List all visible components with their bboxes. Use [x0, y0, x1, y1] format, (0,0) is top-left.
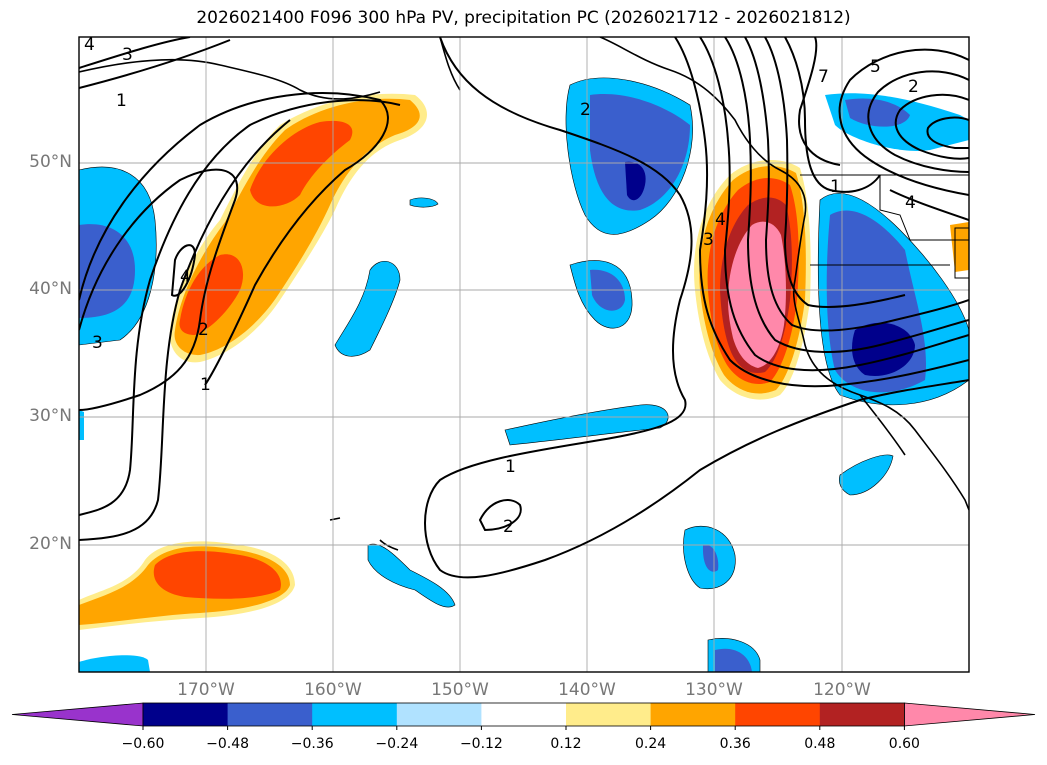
lon-label: 160°W [304, 680, 362, 700]
colorbar-tick-label: 0.60 [888, 736, 920, 752]
contour-label: 2 [908, 77, 919, 97]
contour-label: 7 [818, 67, 829, 87]
colorbar-tick-label: 0.12 [550, 736, 582, 752]
colorbar-segment [143, 703, 229, 726]
lon-label: 170°W [177, 680, 235, 700]
colorbar-tick-label: −0.48 [206, 736, 250, 752]
coastlines [79, 37, 969, 551]
graticule [79, 37, 969, 672]
contour-label: 4 [715, 210, 726, 230]
lon-label: 130°W [685, 680, 743, 700]
colorbar-segment [566, 703, 652, 726]
contour-label: 1 [830, 177, 841, 197]
contour-label: 1 [505, 457, 516, 477]
political-borders [800, 174, 969, 279]
lat-label: 20°N [29, 534, 72, 554]
colorbar-tick-label: 0.24 [635, 736, 667, 752]
positive-anomaly-regions [79, 93, 811, 630]
colorbar-tick-label: 0.48 [804, 736, 836, 752]
colorbar-extend-low [11, 702, 144, 727]
lat-label: 40°N [29, 279, 72, 299]
colorbar-segment [735, 703, 821, 726]
lon-label: 120°W [813, 680, 871, 700]
colorbar-tick-label: −0.12 [459, 736, 503, 752]
colorbar-tick-label: −0.24 [375, 736, 419, 752]
colorbar-segment [650, 703, 736, 726]
contour-label: 1 [116, 91, 127, 111]
colorbar-segment [312, 703, 398, 726]
pv-precipitation-map: 4 3 1 4 2 3 1 2 1 2 4 3 7 5 2 4 1 [78, 35, 970, 673]
lon-label: 150°W [431, 680, 489, 700]
contour-label: 4 [905, 193, 916, 213]
lat-label: 30°N [29, 406, 72, 426]
colorbar-extend-high [904, 702, 1036, 727]
contour-label: 3 [122, 45, 133, 65]
colorbar-tick-label: −0.60 [121, 736, 165, 752]
contour-label: 3 [703, 230, 714, 250]
colorbar-tick-label: 0.36 [719, 736, 751, 752]
pv-contours [79, 37, 969, 579]
lon-label: 140°W [558, 680, 616, 700]
map-title: 2026021400 F096 300 hPa PV, precipitatio… [196, 8, 851, 28]
contour-label: 2 [503, 517, 514, 537]
colorbar-tick-label: −0.36 [290, 736, 334, 752]
colorbar-segment [396, 703, 482, 726]
contour-labels: 4 3 1 4 2 3 1 2 1 2 4 3 7 5 2 4 1 [84, 35, 919, 537]
lat-label: 50°N [29, 152, 72, 172]
contour-label: 1 [200, 375, 211, 395]
contour-label: 4 [84, 35, 95, 55]
colorbar-segment [481, 703, 567, 726]
contour-label: 2 [198, 320, 209, 340]
negative-anomaly-regions [79, 77, 969, 672]
colorbar-segment [227, 703, 313, 726]
contour-label: 3 [92, 333, 103, 353]
contour-label: 5 [870, 57, 881, 77]
colorbar-segment [819, 703, 905, 726]
contour-label: 4 [180, 267, 191, 287]
contour-label: 2 [580, 100, 591, 120]
